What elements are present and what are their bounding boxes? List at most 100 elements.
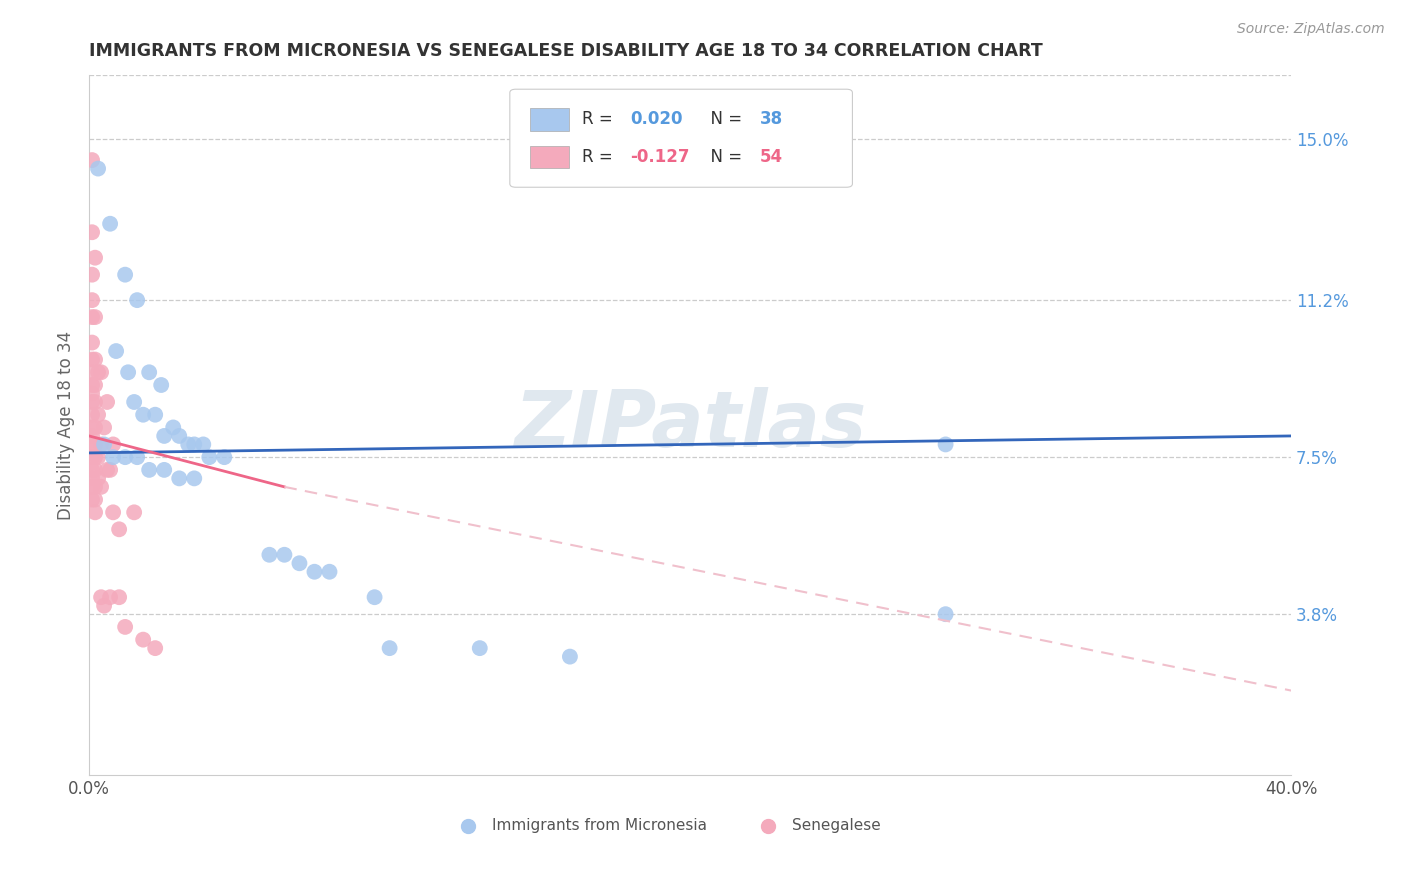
Point — [288, 556, 311, 570]
Text: 38: 38 — [759, 111, 783, 128]
Point — [84, 437, 107, 451]
Point — [80, 395, 103, 409]
Point — [177, 437, 200, 451]
Point — [183, 471, 205, 485]
Point — [80, 386, 103, 401]
Text: Senegalese: Senegalese — [793, 818, 882, 833]
Point — [108, 591, 131, 605]
Point — [80, 480, 103, 494]
Point — [90, 480, 112, 494]
Point — [80, 437, 103, 451]
Point — [84, 310, 107, 325]
Point — [93, 437, 115, 451]
Point — [84, 463, 107, 477]
Point — [80, 293, 103, 307]
Point — [167, 471, 190, 485]
Point — [84, 395, 107, 409]
Point — [167, 429, 190, 443]
Point — [114, 450, 136, 465]
Point — [114, 268, 136, 282]
Point — [378, 641, 401, 656]
Point — [304, 565, 326, 579]
Point — [80, 463, 103, 477]
Y-axis label: Disability Age 18 to 34: Disability Age 18 to 34 — [58, 331, 75, 520]
Point — [108, 522, 131, 536]
Point — [96, 395, 118, 409]
Point — [90, 591, 112, 605]
Point — [84, 450, 107, 465]
Point — [101, 505, 124, 519]
Point — [80, 420, 103, 434]
Point — [93, 599, 115, 613]
Point — [87, 471, 110, 485]
Point — [80, 335, 103, 350]
Point — [935, 437, 957, 451]
Text: N =: N = — [700, 148, 747, 166]
Point — [468, 641, 491, 656]
Point — [318, 565, 340, 579]
Point — [101, 437, 124, 451]
Point — [80, 352, 103, 367]
Point — [98, 217, 121, 231]
Point — [93, 420, 115, 434]
Point — [143, 641, 166, 656]
Point — [132, 408, 155, 422]
Point — [183, 437, 205, 451]
Text: R =: R = — [582, 111, 619, 128]
Point — [114, 620, 136, 634]
Point — [259, 548, 281, 562]
FancyBboxPatch shape — [510, 89, 852, 187]
Point — [87, 450, 110, 465]
Point — [84, 352, 107, 367]
Point — [84, 378, 107, 392]
Point — [138, 463, 160, 477]
Point — [127, 450, 149, 465]
Point — [80, 225, 103, 239]
Point — [90, 365, 112, 379]
Point — [80, 429, 103, 443]
Point — [162, 420, 184, 434]
Point — [80, 450, 103, 465]
Point — [80, 365, 103, 379]
Point — [96, 463, 118, 477]
Point — [84, 251, 107, 265]
Point — [363, 591, 385, 605]
Point — [138, 365, 160, 379]
Text: 0.020: 0.020 — [630, 111, 682, 128]
Point — [153, 463, 176, 477]
Point — [90, 437, 112, 451]
Text: 54: 54 — [759, 148, 783, 166]
Point — [214, 450, 236, 465]
Text: IMMIGRANTS FROM MICRONESIA VS SENEGALESE DISABILITY AGE 18 TO 34 CORRELATION CHA: IMMIGRANTS FROM MICRONESIA VS SENEGALESE… — [89, 42, 1043, 60]
Point — [193, 437, 215, 451]
Text: Immigrants from Micronesia: Immigrants from Micronesia — [492, 818, 707, 833]
Point — [84, 420, 107, 434]
Point — [80, 408, 103, 422]
Point — [98, 463, 121, 477]
Text: ZIPatlas: ZIPatlas — [515, 387, 866, 463]
Point — [80, 153, 103, 167]
Text: -0.127: -0.127 — [630, 148, 689, 166]
Point — [87, 161, 110, 176]
FancyBboxPatch shape — [530, 108, 568, 130]
Point — [143, 408, 166, 422]
Point — [84, 492, 107, 507]
Point — [80, 471, 103, 485]
Point — [150, 378, 173, 392]
Point — [87, 408, 110, 422]
Point — [122, 505, 145, 519]
Point — [80, 378, 103, 392]
Point — [80, 268, 103, 282]
Point — [198, 450, 221, 465]
Point — [101, 450, 124, 465]
Point — [273, 548, 295, 562]
Point — [84, 480, 107, 494]
Text: R =: R = — [582, 148, 619, 166]
Point — [935, 607, 957, 622]
Point — [80, 492, 103, 507]
Point — [105, 344, 128, 359]
Point — [84, 505, 107, 519]
Point — [153, 429, 176, 443]
Point — [98, 591, 121, 605]
Point — [87, 365, 110, 379]
